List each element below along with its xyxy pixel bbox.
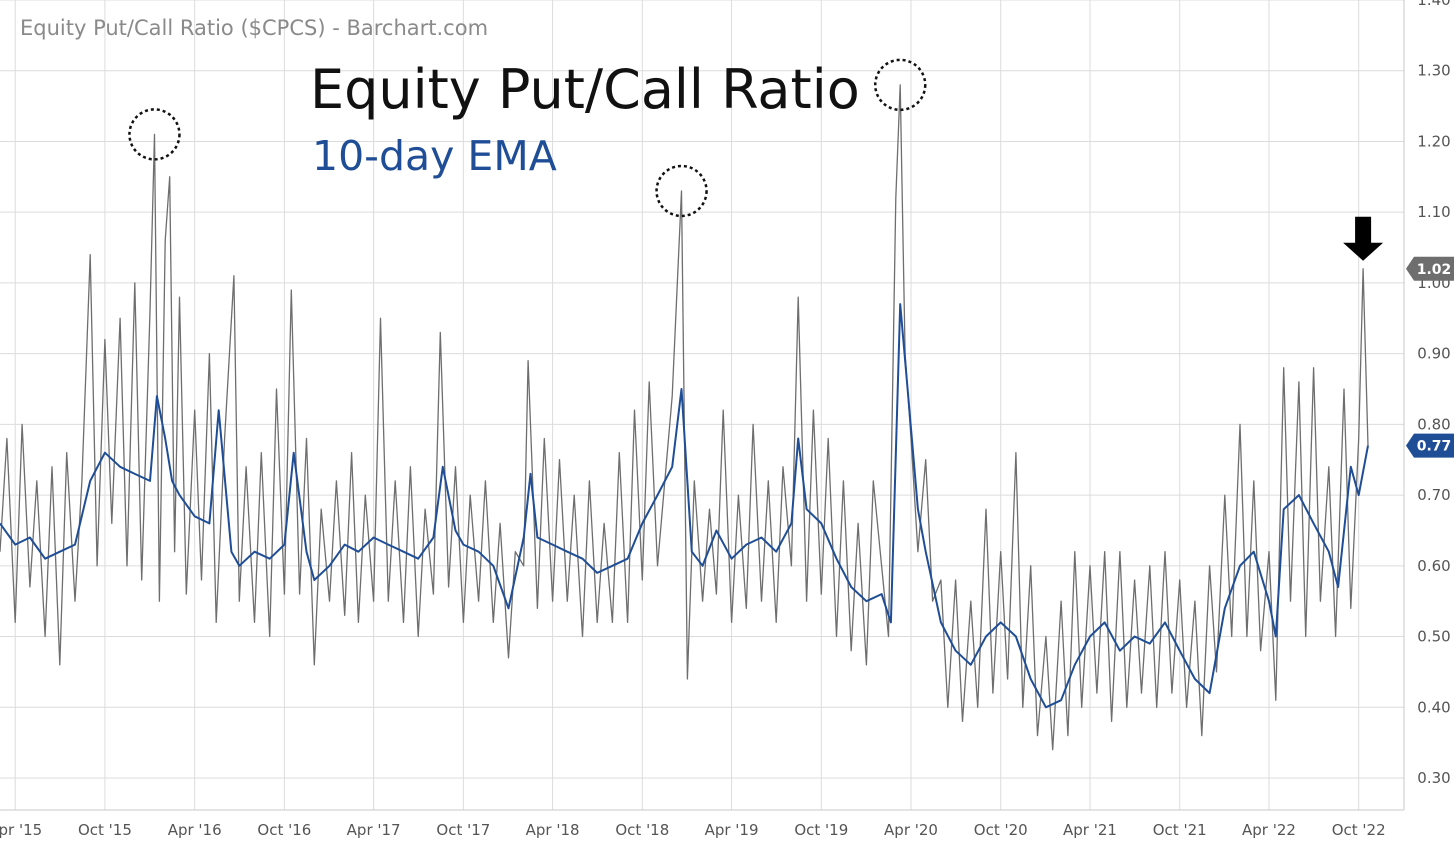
down-arrow-marker <box>1343 216 1384 261</box>
x-tick-label: Apr '18 <box>526 821 580 839</box>
x-tick-label: Oct '17 <box>436 821 490 839</box>
annotations-layer <box>128 58 1384 261</box>
x-tick-label: Oct '15 <box>78 821 132 839</box>
last-value-badge-shape <box>1406 433 1454 458</box>
y-tick-label: 1.40 <box>1417 0 1450 9</box>
y-tick-label: 0.90 <box>1417 345 1450 363</box>
peak-marker-circle <box>873 58 927 112</box>
series-layer <box>0 84 1369 751</box>
last-value-badge-text: 1.02 <box>1417 262 1452 278</box>
source-title: Equity Put/Call Ratio ($CPCS) - Barchart… <box>20 16 489 40</box>
x-tick-label: Apr '19 <box>705 821 759 839</box>
last-value-badge-text: 0.77 <box>1417 439 1452 455</box>
y-tick-label: 0.70 <box>1417 486 1450 504</box>
vertical-gridlines <box>14 0 1360 810</box>
x-axis-ticks: Apr '15 Oct '15 Apr '16 Oct '16 Apr '17 Oct '… <box>0 821 1386 839</box>
y-tick-label: 1.30 <box>1417 62 1450 80</box>
chart-title: Equity Put/Call Ratio <box>310 58 860 121</box>
x-tick-label: Oct '22 <box>1332 821 1386 839</box>
peak-marker-circle <box>655 164 708 218</box>
y-tick-label: 0.30 <box>1417 769 1450 787</box>
chart-subtitle: 10-day EMA <box>312 132 557 180</box>
x-tick-label: Apr '21 <box>1063 821 1117 839</box>
y-axis-ticks: 0.300.400.500.600.700.800.901.001.101.20… <box>1417 0 1450 787</box>
x-tick-label: Apr '17 <box>347 821 401 839</box>
x-tick-label: Oct '21 <box>1153 821 1207 839</box>
x-tick-label: Apr '22 <box>1242 821 1296 839</box>
x-tick-label: Oct '18 <box>615 821 669 839</box>
x-tick-label: Apr '15 <box>0 821 42 839</box>
x-tick-label: Apr '20 <box>884 821 938 839</box>
last-value-badge: 1.02 <box>1406 256 1454 281</box>
last-value-labels: 1.02 0.77 <box>1406 256 1454 458</box>
x-tick-label: Oct '20 <box>974 821 1028 839</box>
x-tick-label: Apr '16 <box>168 821 222 839</box>
y-tick-label: 1.20 <box>1417 132 1450 150</box>
x-tick-label: Oct '19 <box>794 821 848 839</box>
last-value-badge-shape <box>1406 256 1454 281</box>
y-tick-label: 0.80 <box>1417 415 1450 433</box>
peak-marker-circle <box>128 108 181 161</box>
y-tick-label: 1.10 <box>1417 203 1450 221</box>
x-tick-label: Oct '16 <box>257 821 311 839</box>
last-value-badge: 0.77 <box>1406 433 1454 458</box>
series-line-10-day-ema <box>0 303 1369 709</box>
series-line-put-call-ratio <box>0 84 1369 751</box>
y-tick-label: 0.40 <box>1417 698 1450 716</box>
y-tick-label: 0.50 <box>1417 628 1450 646</box>
y-tick-label: 0.60 <box>1417 557 1450 575</box>
